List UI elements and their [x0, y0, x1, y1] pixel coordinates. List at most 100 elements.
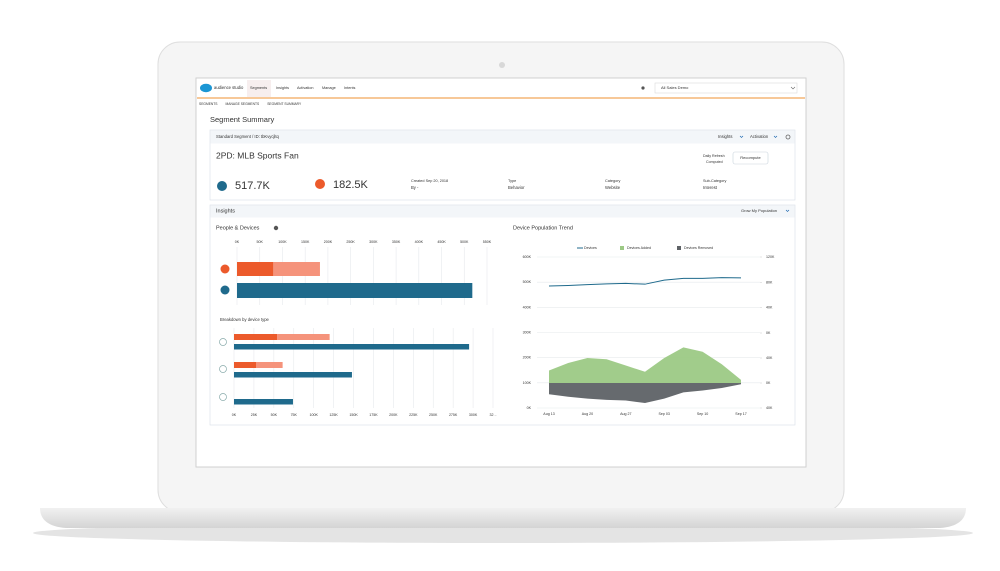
- x-tick-label: 350K: [392, 240, 401, 244]
- y3-tick-label: 80K: [766, 280, 773, 284]
- x-tick-label: 0K: [232, 413, 237, 417]
- devices-bar: [234, 344, 470, 350]
- device-count: 517.7K: [235, 180, 271, 192]
- chevron: [790, 86, 796, 90]
- insights-title: Insights: [216, 208, 235, 214]
- x-tick-label: 50K: [271, 413, 278, 417]
- people-bar: [234, 362, 257, 368]
- refresh-label: Daily Refresh: [703, 154, 725, 158]
- org-select[interactable]: [654, 82, 798, 94]
- nav-tab[interactable]: Insights: [276, 86, 289, 90]
- x-tick-label: 450K: [437, 240, 446, 244]
- recompute-button[interactable]: [732, 151, 769, 165]
- desktop-icon: [219, 338, 227, 346]
- y-tick-label: 400K: [523, 305, 532, 309]
- chart-subtitle: Breakdown by device type: [220, 317, 270, 322]
- y3-tick-label: 0K: [766, 331, 771, 335]
- devices-bar: [234, 399, 293, 405]
- x-tick-label: 50K: [257, 240, 264, 244]
- x-tick-label: 32 ..: [490, 413, 497, 417]
- field-value: By -: [411, 185, 419, 190]
- x-tick-label: 225K: [409, 413, 418, 417]
- active-tab[interactable]: [247, 80, 271, 97]
- nav-tab[interactable]: Manage: [322, 86, 336, 90]
- segment-id: Standard Segment / ID: tbKvycjltq: [216, 134, 280, 139]
- gear-icon[interactable]: [785, 134, 791, 140]
- field-value: Interest: [703, 185, 718, 190]
- nav-bar: [197, 79, 805, 98]
- x-tick-label: 250K: [429, 413, 438, 417]
- x-tick-label: 100K: [278, 240, 287, 244]
- chevron: [773, 135, 778, 138]
- x-tick-label: Aug 20: [582, 412, 593, 416]
- device-icon: [217, 181, 227, 191]
- logo-cloud: [200, 83, 212, 93]
- laptop-base: [40, 508, 966, 528]
- people-bar: [277, 334, 330, 340]
- field-label: Category: [605, 179, 621, 183]
- field-label: Created Sep 20, 2018: [411, 179, 448, 183]
- y3-tick-label: 120K: [766, 255, 775, 259]
- legend-swatch: [677, 246, 681, 250]
- nav-tab[interactable]: Activation: [297, 86, 313, 90]
- devices-bar: [237, 283, 473, 298]
- x-tick-label: 400K: [415, 240, 424, 244]
- people-count: 182.5K: [333, 179, 369, 191]
- segment-header: [210, 130, 795, 144]
- x-tick-label: 300K: [369, 240, 378, 244]
- people-bar: [273, 262, 320, 276]
- segment-action[interactable]: Activation: [750, 134, 769, 139]
- field-value: Behavior: [508, 185, 525, 190]
- area: [549, 347, 741, 383]
- people-bar: [234, 334, 278, 340]
- info-icon[interactable]: [273, 225, 279, 231]
- y-tick-label: 500K: [523, 280, 532, 284]
- x-tick-label: Sep 03: [659, 412, 670, 416]
- insights-panel: [209, 204, 796, 426]
- people-bar: [237, 262, 274, 276]
- x-tick-label: 300K: [469, 413, 478, 417]
- device-row-icon: [220, 285, 230, 295]
- x-tick-label: 275K: [449, 413, 458, 417]
- segment-name: 2PD: MLB Sports Fan: [216, 150, 299, 160]
- line: [548, 277, 742, 287]
- y-tick-label: 300K: [523, 330, 532, 334]
- legend-swatch: [620, 246, 624, 250]
- x-tick-label: 0K: [235, 240, 240, 244]
- mobile-icon: [219, 365, 227, 373]
- y2-tick-label: 0K: [766, 381, 771, 385]
- insights-header: [210, 205, 795, 218]
- legend-label: Devices Removed: [684, 246, 713, 250]
- x-tick-label: 25K: [251, 413, 258, 417]
- x-tick-label: 100K: [309, 413, 318, 417]
- x-tick-label: 75K: [291, 413, 298, 417]
- y2-tick-label: 40K: [766, 406, 773, 410]
- breadcrumb[interactable]: MANAGE SEGMENTS: [226, 102, 261, 106]
- org-name: All Sales Demo: [661, 85, 689, 90]
- pin-icon[interactable]: [641, 86, 645, 90]
- field-value: Website: [605, 185, 621, 190]
- breadcrumb: SEGMENT SUMMARY: [267, 102, 302, 106]
- field-label: Sub-Category: [703, 179, 727, 183]
- nav-tab[interactable]: Intents: [344, 86, 355, 90]
- chevron: [739, 135, 744, 138]
- segment-action[interactable]: Insights: [718, 134, 732, 139]
- x-tick-label: Aug 27: [620, 412, 631, 416]
- insights-action[interactable]: Grow My Population: [741, 208, 777, 213]
- breadcrumb[interactable]: SEGMENTS: [199, 102, 218, 106]
- tv-icon: [219, 393, 227, 401]
- area: [549, 383, 741, 403]
- x-tick-label: 250K: [346, 240, 355, 244]
- logo-text: audience studio: [214, 85, 244, 90]
- devices-bar: [234, 372, 352, 378]
- x-tick-label: 200K: [324, 240, 333, 244]
- x-tick-label: 550K: [483, 240, 492, 244]
- x-tick-label: Aug 13: [543, 412, 554, 416]
- button-label[interactable]: Recompute: [740, 155, 761, 160]
- people-row-icon: [220, 264, 230, 274]
- legend-label: Devices: [584, 246, 597, 250]
- nav-tab[interactable]: Segments: [250, 86, 267, 90]
- y3-tick-label: 40K: [766, 306, 773, 310]
